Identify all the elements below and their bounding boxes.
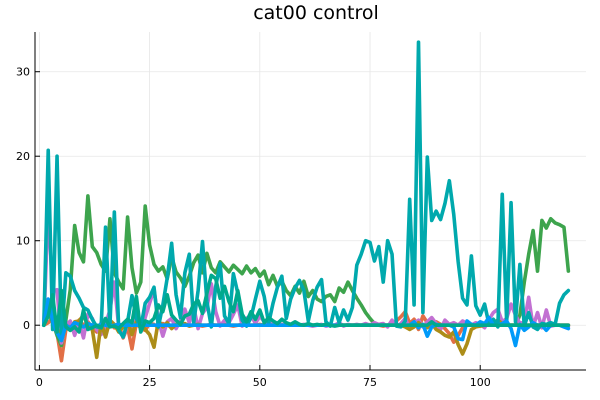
- series-line-7: [42, 273, 571, 334]
- y-tick-label: 0: [23, 319, 30, 332]
- series-group: [42, 40, 571, 363]
- x-tick-label: 75: [363, 376, 377, 389]
- y-tick-label: 10: [16, 235, 30, 248]
- chart-title: cat00 control: [253, 2, 379, 24]
- y-tick-label: 30: [16, 66, 30, 79]
- x-tick-label: 25: [143, 376, 157, 389]
- y-tick-label: 20: [16, 150, 30, 163]
- axes: 0 25 50 75 100 0 10 20 30: [16, 32, 586, 389]
- x-tick-label: 0: [36, 376, 43, 389]
- x-tick-label: 100: [470, 376, 491, 389]
- x-tick-label: 50: [253, 376, 267, 389]
- series-line-5: [42, 40, 571, 339]
